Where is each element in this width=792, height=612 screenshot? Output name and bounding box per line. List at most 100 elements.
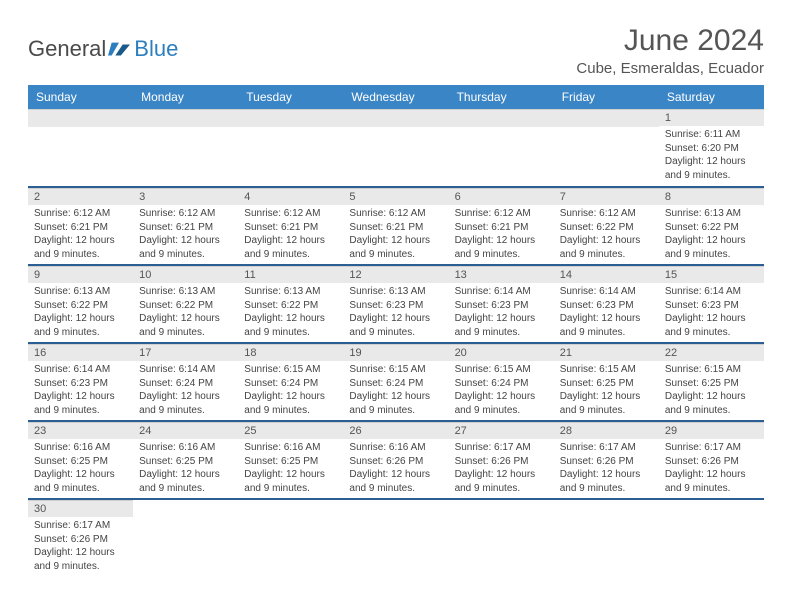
day-number: 21 bbox=[554, 344, 659, 361]
detail-line: Sunrise: 6:17 AM bbox=[665, 441, 758, 455]
dayname-header: Thursday bbox=[449, 85, 554, 109]
detail-line: Sunset: 6:23 PM bbox=[455, 299, 548, 313]
detail-line: Daylight: 12 hours bbox=[665, 468, 758, 482]
dayname-header: Friday bbox=[554, 85, 659, 109]
detail-line: and 9 minutes. bbox=[665, 248, 758, 262]
calendar-week: 16Sunrise: 6:14 AMSunset: 6:23 PMDayligh… bbox=[28, 343, 764, 421]
detail-line: Sunset: 6:24 PM bbox=[455, 377, 548, 391]
detail-line: Daylight: 12 hours bbox=[349, 234, 442, 248]
flag-icon bbox=[108, 42, 130, 58]
dayname-header: Tuesday bbox=[238, 85, 343, 109]
day-number: 16 bbox=[28, 344, 133, 361]
detail-line: Daylight: 12 hours bbox=[349, 390, 442, 404]
detail-line: Daylight: 12 hours bbox=[349, 312, 442, 326]
empty-day bbox=[238, 109, 343, 127]
day-number: 23 bbox=[28, 422, 133, 439]
day-cell: 6Sunrise: 6:12 AMSunset: 6:21 PMDaylight… bbox=[449, 187, 554, 265]
location-subtitle: Cube, Esmeraldas, Ecuador bbox=[576, 60, 764, 77]
detail-line: Daylight: 12 hours bbox=[244, 390, 337, 404]
detail-line: and 9 minutes. bbox=[349, 326, 442, 340]
detail-line: Sunrise: 6:12 AM bbox=[560, 207, 653, 221]
day-cell bbox=[449, 109, 554, 187]
day-detail: Sunrise: 6:17 AMSunset: 6:26 PMDaylight:… bbox=[28, 517, 133, 573]
day-number: 18 bbox=[238, 344, 343, 361]
detail-line: Sunset: 6:22 PM bbox=[665, 221, 758, 235]
day-cell bbox=[238, 499, 343, 577]
day-cell: 1Sunrise: 6:11 AMSunset: 6:20 PMDaylight… bbox=[659, 109, 764, 187]
detail-line: Sunset: 6:20 PM bbox=[665, 142, 758, 156]
detail-line: and 9 minutes. bbox=[244, 404, 337, 418]
detail-line: Daylight: 12 hours bbox=[455, 468, 548, 482]
day-cell: 30Sunrise: 6:17 AMSunset: 6:26 PMDayligh… bbox=[28, 499, 133, 577]
day-cell: 13Sunrise: 6:14 AMSunset: 6:23 PMDayligh… bbox=[449, 265, 554, 343]
detail-line: Sunrise: 6:16 AM bbox=[34, 441, 127, 455]
detail-line: Sunrise: 6:12 AM bbox=[244, 207, 337, 221]
day-cell bbox=[449, 499, 554, 577]
detail-line: Sunrise: 6:16 AM bbox=[349, 441, 442, 455]
detail-line: and 9 minutes. bbox=[560, 248, 653, 262]
detail-line: Daylight: 12 hours bbox=[665, 155, 758, 169]
detail-line: Sunrise: 6:17 AM bbox=[455, 441, 548, 455]
detail-line: Sunrise: 6:12 AM bbox=[455, 207, 548, 221]
day-number: 6 bbox=[449, 188, 554, 205]
detail-line: Sunset: 6:22 PM bbox=[139, 299, 232, 313]
day-cell: 26Sunrise: 6:16 AMSunset: 6:26 PMDayligh… bbox=[343, 421, 448, 499]
detail-line: Sunset: 6:23 PM bbox=[665, 299, 758, 313]
day-detail: Sunrise: 6:12 AMSunset: 6:21 PMDaylight:… bbox=[449, 205, 554, 261]
day-cell: 8Sunrise: 6:13 AMSunset: 6:22 PMDaylight… bbox=[659, 187, 764, 265]
detail-line: Sunset: 6:25 PM bbox=[665, 377, 758, 391]
detail-line: and 9 minutes. bbox=[244, 326, 337, 340]
logo-text-1: General bbox=[28, 36, 106, 62]
day-detail: Sunrise: 6:13 AMSunset: 6:23 PMDaylight:… bbox=[343, 283, 448, 339]
detail-line: Sunset: 6:22 PM bbox=[34, 299, 127, 313]
day-detail: Sunrise: 6:12 AMSunset: 6:21 PMDaylight:… bbox=[238, 205, 343, 261]
day-number: 24 bbox=[133, 422, 238, 439]
detail-line: Sunrise: 6:13 AM bbox=[34, 285, 127, 299]
detail-line: Daylight: 12 hours bbox=[244, 468, 337, 482]
detail-line: Sunrise: 6:15 AM bbox=[349, 363, 442, 377]
day-cell: 9Sunrise: 6:13 AMSunset: 6:22 PMDaylight… bbox=[28, 265, 133, 343]
detail-line: and 9 minutes. bbox=[455, 404, 548, 418]
detail-line: Daylight: 12 hours bbox=[455, 312, 548, 326]
day-detail: Sunrise: 6:14 AMSunset: 6:24 PMDaylight:… bbox=[133, 361, 238, 417]
detail-line: and 9 minutes. bbox=[34, 482, 127, 496]
detail-line: and 9 minutes. bbox=[665, 326, 758, 340]
day-cell bbox=[28, 109, 133, 187]
detail-line: and 9 minutes. bbox=[455, 248, 548, 262]
day-cell: 16Sunrise: 6:14 AMSunset: 6:23 PMDayligh… bbox=[28, 343, 133, 421]
page-header: General Blue June 2024 Cube, Esmeraldas,… bbox=[28, 24, 764, 77]
detail-line: Sunrise: 6:15 AM bbox=[244, 363, 337, 377]
detail-line: Daylight: 12 hours bbox=[139, 390, 232, 404]
day-cell: 20Sunrise: 6:15 AMSunset: 6:24 PMDayligh… bbox=[449, 343, 554, 421]
detail-line: Sunset: 6:25 PM bbox=[244, 455, 337, 469]
day-detail: Sunrise: 6:12 AMSunset: 6:21 PMDaylight:… bbox=[28, 205, 133, 261]
detail-line: Daylight: 12 hours bbox=[560, 312, 653, 326]
detail-line: Sunset: 6:26 PM bbox=[34, 533, 127, 547]
detail-line: and 9 minutes. bbox=[665, 404, 758, 418]
detail-line: Sunrise: 6:17 AM bbox=[560, 441, 653, 455]
day-detail: Sunrise: 6:14 AMSunset: 6:23 PMDaylight:… bbox=[28, 361, 133, 417]
detail-line: Sunset: 6:22 PM bbox=[560, 221, 653, 235]
day-cell bbox=[554, 109, 659, 187]
detail-line: Sunrise: 6:13 AM bbox=[349, 285, 442, 299]
detail-line: Sunrise: 6:12 AM bbox=[349, 207, 442, 221]
day-cell bbox=[343, 109, 448, 187]
detail-line: and 9 minutes. bbox=[34, 560, 127, 574]
calendar-week: 1Sunrise: 6:11 AMSunset: 6:20 PMDaylight… bbox=[28, 109, 764, 187]
detail-line: Sunrise: 6:15 AM bbox=[560, 363, 653, 377]
detail-line: and 9 minutes. bbox=[560, 326, 653, 340]
detail-line: Sunset: 6:24 PM bbox=[349, 377, 442, 391]
detail-line: Sunset: 6:24 PM bbox=[139, 377, 232, 391]
dayname-header: Sunday bbox=[28, 85, 133, 109]
day-cell: 19 Sunrise: 6:15 AMSunset: 6:24 PMDayligh… bbox=[343, 343, 448, 421]
empty-day bbox=[343, 109, 448, 127]
detail-line: Daylight: 12 hours bbox=[560, 234, 653, 248]
detail-line: Sunset: 6:24 PM bbox=[244, 377, 337, 391]
day-number: 7 bbox=[554, 188, 659, 205]
day-detail: Sunrise: 6:17 AMSunset: 6:26 PMDaylight:… bbox=[554, 439, 659, 495]
detail-line: and 9 minutes. bbox=[244, 248, 337, 262]
detail-line: Daylight: 12 hours bbox=[34, 468, 127, 482]
day-detail: Sunrise: 6:14 AMSunset: 6:23 PMDaylight:… bbox=[659, 283, 764, 339]
day-number: 19 bbox=[343, 344, 448, 361]
detail-line: Sunrise: 6:16 AM bbox=[139, 441, 232, 455]
